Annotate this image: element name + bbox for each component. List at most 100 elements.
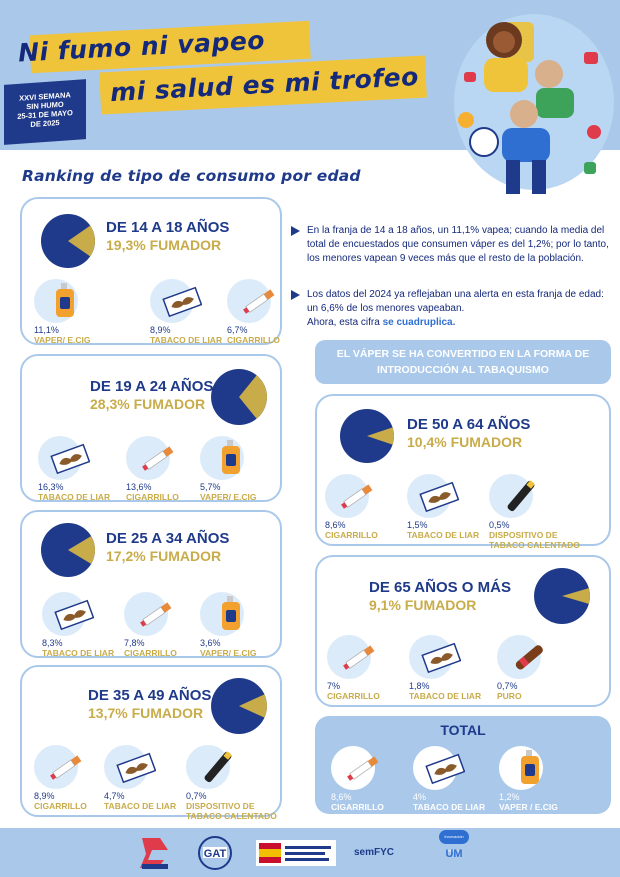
consumption-percent: 8,9% [34,791,55,801]
consumption-label: VAPER/ E.CIG [200,648,257,658]
consumption-percent: 1,5% [407,520,428,530]
rolling-tobacco-icon [54,594,95,634]
consumption-percent: 0,7% [186,791,207,801]
gobierno-espana-logo [256,840,336,866]
section-title: Ranking de tipo de consumo por edad [22,167,361,185]
consumption-percent: 1,8% [409,681,430,691]
consumption-percent: 3,6% [200,638,221,648]
rolling-tobacco-icon [50,438,91,478]
cigarette-icon [343,748,383,788]
consumption-item: 11,1% VAPER/ E.CIG [34,279,154,359]
consumption-label: VAPER/ E.CIG [200,492,257,502]
consumption-item: 8,6% CIGARRILLO [331,746,451,826]
consumption-label: CIGARRILLO [126,492,179,502]
consumption-item: 8,6% CIGARRILLO [325,474,445,554]
consumption-percent: 8,6% [325,520,346,530]
cigarette-icon [46,747,86,787]
svg-text:GAT: GAT [204,848,227,860]
consumption-percent: 8,9% [150,325,171,335]
smoker-pie [534,568,590,624]
week-badge: XXVI SEMANA SIN HUMO 25-31 DE MAYO DE 20… [4,79,86,145]
consumption-label: CIGARRILLO [325,530,378,540]
consumption-label: PURO [497,691,522,701]
consumption-item: 13,6% CIGARRILLO [126,436,246,516]
semfyc-logo: semFYC [354,847,395,858]
pie-smoker-slice [562,588,590,604]
consumption-item: 0,7% PURO [497,635,617,715]
consumption-percent: 0,7% [497,681,518,691]
cigarette-icon [337,476,377,516]
rolling-tobacco-icon [116,747,157,787]
smoker-pie [41,523,95,577]
consumption-percent: 16,3% [38,482,64,492]
info-bullet-1: En la franja de 14 a 18 años, un 11,1% v… [291,224,611,266]
consumption-label: CIGARRILLO [34,801,87,811]
consumption-item: 4% TABACO DE LIAR [413,746,533,826]
bullet-arrow-icon [291,290,300,300]
smoker-pie [211,678,267,734]
consumption-item: 4,7% TABACO DE LIAR [104,745,224,825]
rolling-tobacco-icon [421,637,462,677]
total-title: TOTAL [440,722,486,738]
age-card-65-plus: DE 65 AÑOS O MÁS 9,1% FUMADOR 7% CIGARRIL… [315,555,611,707]
vape-icon [212,594,252,634]
smoker-pie [340,409,394,463]
consumption-label: TABACO DE LIAR [150,335,223,345]
consumption-label: VAPER/ E.CIG [34,335,91,345]
consumption-label: TABACO DE LIAR [38,492,111,502]
consumption-label: CIGARRILLO [331,802,384,812]
consumption-label: CIGARRILLO [327,691,380,701]
rolling-tobacco-icon [419,476,460,516]
consumption-percent: 0,5% [489,520,510,530]
consumption-item: 1,5% TABACO DE LIAR [407,474,527,554]
consumption-percent: 13,6% [126,482,152,492]
pie-smoker-slice [367,427,394,445]
total-card: TOTAL 8,6% CIGARRILLO 4% TABACO DE LIAR 1,… [315,716,611,814]
age-title: DE 65 AÑOS O MÁS [369,579,511,596]
consumption-label: CIGARRILLO [227,335,280,345]
bullet-arrow-icon [291,226,300,236]
consumption-item: 1,2% VAPER / E.CIG [499,746,619,826]
vape-introduction-note: EL VÁPER SE HA CONVERTIDO EN LA FORMA DE… [315,340,611,384]
consumption-percent: 6,7% [227,325,248,335]
consumption-label: TABACO DE LIAR [407,530,480,540]
heated-tobacco-device-icon [198,747,238,787]
consumption-percent: 8,6% [331,792,352,802]
heated-tobacco-device-icon [501,476,541,516]
consumption-item: 0,5% DISPOSITIVO DE TABACO CALENTADO [489,474,609,554]
gat-logo: GAT [198,836,232,870]
info-bullet-2: Los datos del 2024 ya reflejaban una ale… [291,288,611,330]
consumption-item: 3,6% VAPER/ E.CIG [200,592,320,672]
consumption-label: CIGARRILLO [124,648,177,658]
age-card-19-24: DE 19 A 24 AÑOS 28,3% FUMADOR 16,3% TABAC… [20,354,282,502]
age-card-50-64: DE 50 A 64 AÑOS 10,4% FUMADOR 8,6% CIGARR… [315,394,611,550]
pie-smoker-slice [68,225,95,257]
consumption-label: TABACO DE LIAR [42,648,115,658]
cigarette-icon [138,438,178,478]
rolling-tobacco-icon [425,748,466,788]
consumption-item: 8,3% TABACO DE LIAR [42,592,162,672]
cigarette-icon [136,594,176,634]
consumption-item: 7% CIGARRILLO [327,635,447,715]
cigarette-icon [239,281,279,321]
consumption-item: 8,9% CIGARRILLO [34,745,154,825]
athletes-illustration [454,14,614,194]
consumption-item: 7,8% CIGARRILLO [124,592,244,672]
age-subtitle: 19,3% FUMADOR [106,237,222,253]
age-subtitle: 13,7% FUMADOR [88,705,204,721]
consumption-label: TABACO DE LIAR [413,802,486,812]
papps-logo [140,838,168,869]
age-subtitle: 17,2% FUMADOR [106,548,222,564]
consumption-percent: 5,7% [200,482,221,492]
consumption-percent: 4% [413,792,427,802]
vape-icon [511,748,551,788]
consumption-label: TABACO DE LIAR [409,691,482,701]
age-card-14-18: DE 14 A 18 AÑOS 19,3% FUMADOR 11,1% VAPER… [20,197,282,345]
vape-icon [212,438,252,478]
consumption-percent: 7,8% [124,638,145,648]
consumption-percent: 7% [327,681,341,691]
age-subtitle: 9,1% FUMADOR [369,597,477,613]
consumption-percent: 8,3% [42,638,63,648]
consumption-label: DISPOSITIVO DE TABACO CALENTADO [186,801,277,821]
age-title: DE 25 A 34 AÑOS [106,530,230,547]
